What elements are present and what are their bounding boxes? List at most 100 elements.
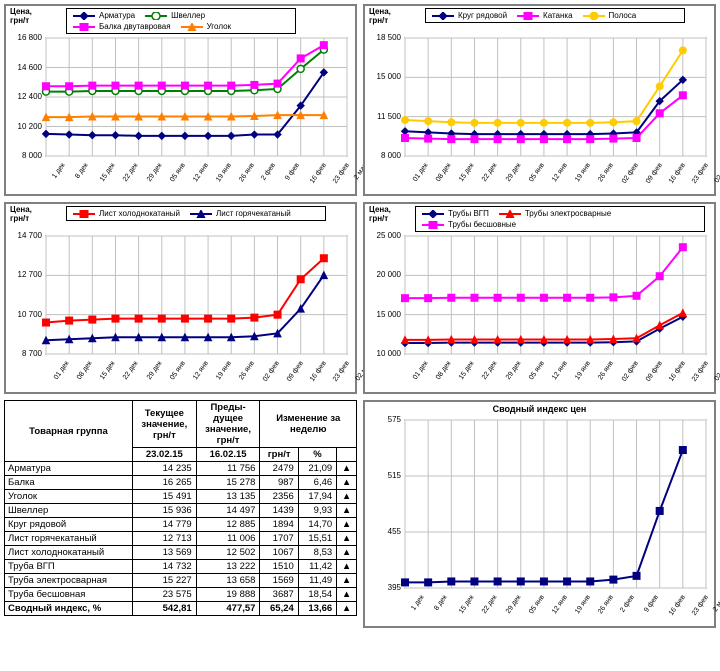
y-tick-label: 515 bbox=[367, 471, 401, 480]
cell-prev: 12 885 bbox=[196, 518, 260, 532]
cell-prev: 15 278 bbox=[196, 476, 260, 490]
chart-title: Сводный индекс цен bbox=[365, 404, 714, 414]
legend-label: Трубы электросварные bbox=[525, 209, 611, 218]
y-axis-label: Цена,грн/т bbox=[369, 8, 391, 26]
y-tick-label: 14 600 bbox=[8, 63, 42, 72]
cell-delta: 2479 bbox=[260, 462, 298, 476]
cell-dir: ▲ bbox=[337, 602, 357, 616]
cell-current: 14 732 bbox=[132, 560, 196, 574]
cell-delta: 987 bbox=[260, 476, 298, 490]
legend-label: Арматура bbox=[99, 11, 135, 20]
y-tick-label: 575 bbox=[367, 415, 401, 424]
y-tick-label: 15 000 bbox=[367, 72, 401, 81]
th-change: Изменение занеделю bbox=[260, 401, 357, 448]
chart-legend: Трубы ВГПТрубы электросварныеТрубы бесшо… bbox=[415, 206, 705, 232]
legend-label: Балка двутавровая bbox=[99, 22, 171, 31]
y-tick-label: 15 000 bbox=[367, 310, 401, 319]
data-table-panel: Товарная группа Текущеезначение,грн/т Пр… bbox=[4, 400, 357, 628]
th-date-current: 23.02.15 bbox=[132, 448, 196, 462]
x-tick-label: 02 мар bbox=[714, 162, 720, 184]
cell-pct: 14,70 bbox=[298, 518, 336, 532]
cell-pct: 8,53 bbox=[298, 546, 336, 560]
cell-dir: ▲ bbox=[337, 588, 357, 602]
y-tick-label: 18 500 bbox=[367, 33, 401, 42]
cell-pct: 6,46 bbox=[298, 476, 336, 490]
cell-prev: 13 658 bbox=[196, 574, 260, 588]
legend-item: Балка двутавровая bbox=[73, 22, 171, 31]
table-row: Лист горячекатаный 12 713 11 006 1707 15… bbox=[5, 532, 357, 546]
table-row: Лист холоднокатаный 13 569 12 502 1067 8… bbox=[5, 546, 357, 560]
y-tick-label: 10 700 bbox=[8, 310, 42, 319]
legend-item: Лист холоднокатаный bbox=[73, 209, 180, 218]
cell-delta: 1894 bbox=[260, 518, 298, 532]
cell-prev: 19 888 bbox=[196, 588, 260, 602]
cell-pct: 11,49 bbox=[298, 574, 336, 588]
table-row: Труба электросварная 15 227 13 658 1569 … bbox=[5, 574, 357, 588]
x-tick-label: 02 мар bbox=[714, 360, 720, 382]
cell-name: Арматура bbox=[5, 462, 133, 476]
cell-delta: 3687 bbox=[260, 588, 298, 602]
cell-name: Труба ВГП bbox=[5, 560, 133, 574]
cell-delta: 1510 bbox=[260, 560, 298, 574]
y-tick-label: 11 500 bbox=[367, 112, 401, 121]
legend-item: Трубы электросварные bbox=[499, 209, 611, 218]
th-current: Текущеезначение,грн/т bbox=[132, 401, 196, 448]
cell-pct: 18,54 bbox=[298, 588, 336, 602]
chart-panel-2: Цена,грн/т8 70010 70012 70014 70001 дек0… bbox=[4, 202, 357, 394]
cell-name: Уголок bbox=[5, 490, 133, 504]
legend-label: Лист горячекатаный bbox=[216, 209, 291, 218]
cell-name: Швеллер bbox=[5, 504, 133, 518]
y-tick-label: 25 000 bbox=[367, 231, 401, 240]
th-change-dir bbox=[337, 448, 357, 462]
cell-delta: 1707 bbox=[260, 532, 298, 546]
chart-panel-1: Цена,грн/т8 00011 50015 00018 50001 дек0… bbox=[363, 4, 716, 196]
y-axis-label: Цена,грн/т bbox=[10, 8, 32, 26]
cell-name: Круг рядовой bbox=[5, 518, 133, 532]
th-change-pct: % bbox=[298, 448, 336, 462]
legend-item: Полоса bbox=[583, 11, 637, 20]
cell-dir: ▲ bbox=[337, 546, 357, 560]
legend-item: Катанка bbox=[517, 11, 573, 20]
y-tick-label: 455 bbox=[367, 527, 401, 536]
cell-prev: 12 502 bbox=[196, 546, 260, 560]
cell-delta: 1439 bbox=[260, 504, 298, 518]
y-tick-label: 16 800 bbox=[8, 33, 42, 42]
legend-item: Арматура bbox=[73, 11, 135, 20]
legend-label: Уголок bbox=[207, 22, 231, 31]
th-prev: Преды-дущеезначение,грн/т bbox=[196, 401, 260, 448]
th-date-prev: 16.02.15 bbox=[196, 448, 260, 462]
cell-current: 12 713 bbox=[132, 532, 196, 546]
cell-current: 15 936 bbox=[132, 504, 196, 518]
y-tick-label: 395 bbox=[367, 583, 401, 592]
cell-prev: 13 222 bbox=[196, 560, 260, 574]
y-axis-label: Цена,грн/т bbox=[10, 206, 32, 224]
cell-current: 16 265 bbox=[132, 476, 196, 490]
cell-delta: 65,24 bbox=[260, 602, 298, 616]
cell-name: Лист горячекатаный bbox=[5, 532, 133, 546]
cell-delta: 2356 bbox=[260, 490, 298, 504]
y-tick-label: 12 700 bbox=[8, 270, 42, 279]
cell-delta: 1067 bbox=[260, 546, 298, 560]
cell-dir: ▲ bbox=[337, 462, 357, 476]
cell-pct: 11,42 bbox=[298, 560, 336, 574]
table-row: Уголок 15 491 13 135 2356 17,94 ▲ bbox=[5, 490, 357, 504]
table-summary-row: Сводный индекс, % 542,81 477,57 65,24 13… bbox=[5, 602, 357, 616]
y-tick-label: 20 000 bbox=[367, 270, 401, 279]
cell-pct: 15,51 bbox=[298, 532, 336, 546]
cell-dir: ▲ bbox=[337, 560, 357, 574]
cell-prev: 11 006 bbox=[196, 532, 260, 546]
cell-pct: 21,09 bbox=[298, 462, 336, 476]
y-tick-label: 8 700 bbox=[8, 349, 42, 358]
chart-panel-0: Цена,грн/т8 00010 20012 40014 60016 8001… bbox=[4, 4, 357, 196]
cell-current: 14 779 bbox=[132, 518, 196, 532]
legend-item: Уголок bbox=[181, 22, 231, 31]
cell-pct: 9,93 bbox=[298, 504, 336, 518]
legend-item: Круг рядовой bbox=[432, 11, 507, 20]
th-change-abs: грн/т bbox=[260, 448, 298, 462]
cell-pct: 13,66 bbox=[298, 602, 336, 616]
cell-current: 542,81 bbox=[132, 602, 196, 616]
cell-dir: ▲ bbox=[337, 518, 357, 532]
cell-dir: ▲ bbox=[337, 532, 357, 546]
table-row: Арматура 14 235 11 756 2479 21,09 ▲ bbox=[5, 462, 357, 476]
cell-current: 15 227 bbox=[132, 574, 196, 588]
